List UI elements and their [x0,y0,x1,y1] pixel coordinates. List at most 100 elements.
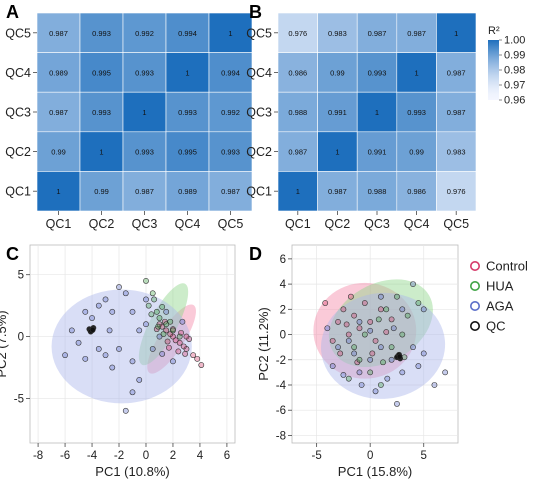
data-point [337,350,344,357]
data-point [164,338,171,345]
row-tick-label: QC5 [5,26,31,40]
cell-value-label: 1 [185,68,189,77]
legend-marker [469,300,480,311]
data-point [372,337,379,344]
data-point [190,352,197,359]
heatmap-cell [165,91,210,133]
data-point [388,344,395,351]
row-tick-label: QC1 [5,185,31,199]
heatmap-cell [79,171,124,212]
data-point [166,344,172,351]
data-point [102,296,109,303]
row-tick-label: QC1 [246,185,272,199]
col-tick-label: QC4 [175,217,201,231]
data-point [106,327,113,334]
heatmap-cell [396,12,437,53]
data-point [322,300,329,306]
heatmap-cell [356,52,398,93]
data-point [329,337,336,344]
y-tick-label: 6 [280,254,286,266]
data-point [383,306,390,313]
data-point [163,308,170,315]
cell-value-label: 0.987 [447,108,466,117]
col-tick-label: QC2 [89,217,115,231]
data-point [377,344,384,351]
heatmap-cell [165,131,210,172]
data-point [129,389,136,396]
heatmap-cell [208,171,253,212]
cell-value-label: 1 [99,148,103,157]
heatmap-cell [208,91,253,133]
cell-value-label: 0.987 [407,29,426,38]
cell-value-label: 0.986 [288,68,307,77]
data-point [377,293,384,300]
data-point [340,306,347,313]
data-point [351,344,358,351]
cell-value-label: 0.993 [135,68,154,77]
x-tick-label: -2 [114,450,124,462]
cell-value-label: 1 [142,108,146,117]
heatmap-cell [317,12,358,53]
col-tick-label: QC4 [404,217,430,231]
data-point [136,376,143,383]
data-point [351,312,358,319]
y-tick-label: 4 [280,279,287,291]
data-point [143,321,149,328]
data-point [420,306,427,313]
cell-value-label: 1 [228,29,232,38]
plot-content [313,279,449,407]
colorbar-tick-label: 0.99 [504,50,525,62]
heatmap-panel-a: A 0.987 0.993 0.992 0.994 1 0.989 0.995 0.993 1 0.… [5,2,253,231]
data-point [170,358,176,365]
data-point [82,355,89,362]
cell-value-label: 0.987 [49,108,68,117]
col-tick-label: QC3 [132,217,158,231]
data-point [180,343,187,350]
x-tick-label: 2 [170,450,176,462]
data-point [335,319,341,325]
data-point [404,312,411,319]
data-point [415,300,422,306]
heatmap-cell [36,12,81,53]
data-point [143,296,149,303]
y-tick-label: 5 [18,270,24,282]
data-point [399,306,406,313]
row-tick-label: QC4 [5,66,31,80]
data-point [155,323,162,330]
data-point [89,326,96,333]
data-point [340,371,347,378]
data-point [345,375,352,382]
data-point [175,348,182,355]
data-point [122,407,129,414]
col-tick-label: QC5 [443,217,469,231]
legend-label: HUA [486,279,514,294]
y-tick-label: 0 [18,332,24,344]
y-axis-label: PC2 (7.5%) [0,310,9,377]
heatmap-cell [277,171,318,212]
heatmap-cell [122,12,167,53]
colorbar-tick-label: 1.00 [504,35,525,47]
legend-label: AGA [486,299,514,314]
x-axis-label: PC1 (15.8%) [338,464,412,479]
row-tick-label: QC3 [5,106,31,120]
heatmap-cell [122,171,167,212]
cell-value-label: 0.976 [447,187,466,196]
col-tick-label: QC1 [46,217,72,231]
heatmap-cell [208,131,253,172]
x-tick-label: 4 [197,450,204,462]
data-point [170,327,176,334]
cell-value-label: 1 [375,108,379,117]
data-point [388,356,395,363]
cell-value-label: 0.987 [49,29,68,38]
data-point [89,315,95,321]
legend-label: QC [486,319,506,334]
cell-value-label: 0.994 [221,68,240,77]
data-point [420,350,427,357]
y-tick-label: -4 [276,380,287,392]
heatmap-cell [356,12,398,53]
y-tick-label: 0 [280,330,286,342]
data-point [95,346,102,352]
colorbar-bar [488,40,499,100]
panel-letter-d: D [249,244,262,264]
row-tick-label: QC5 [246,26,272,40]
